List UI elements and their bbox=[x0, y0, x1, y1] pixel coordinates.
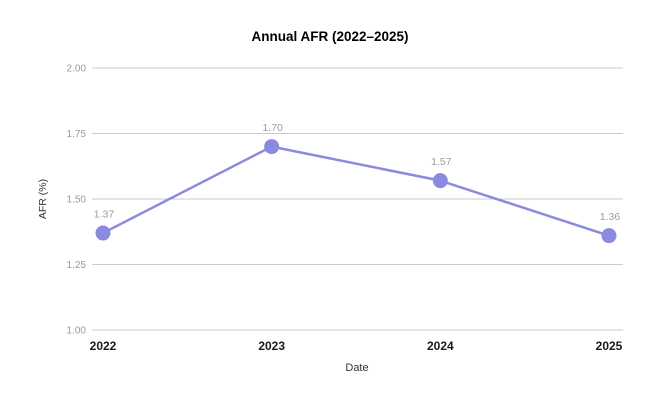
y-tick-label: 1.25 bbox=[67, 260, 87, 271]
x-tick-label: 2024 bbox=[427, 339, 454, 353]
chart-title: Annual AFR (2022–2025) bbox=[251, 29, 409, 44]
data-point-label: 1.36 bbox=[600, 211, 621, 223]
y-tick-label: 1.50 bbox=[67, 195, 87, 206]
data-point-label: 1.37 bbox=[94, 209, 115, 221]
data-point[interactable] bbox=[264, 139, 280, 155]
x-tick-label: 2022 bbox=[90, 339, 117, 353]
y-tick-label: 1.00 bbox=[67, 326, 87, 337]
x-axis-title: Date bbox=[345, 362, 369, 374]
data-point[interactable] bbox=[432, 173, 448, 189]
data-point-label: 1.57 bbox=[431, 156, 452, 168]
data-point[interactable] bbox=[601, 228, 617, 244]
series-line bbox=[101, 145, 611, 237]
data-point[interactable] bbox=[95, 225, 111, 241]
data-point-label: 1.70 bbox=[262, 122, 283, 134]
y-tick-label: 1.75 bbox=[67, 129, 87, 140]
y-tick-label: 2.00 bbox=[67, 64, 87, 75]
x-tick-label: 2025 bbox=[596, 339, 623, 353]
x-tick-label: 2023 bbox=[258, 339, 285, 353]
